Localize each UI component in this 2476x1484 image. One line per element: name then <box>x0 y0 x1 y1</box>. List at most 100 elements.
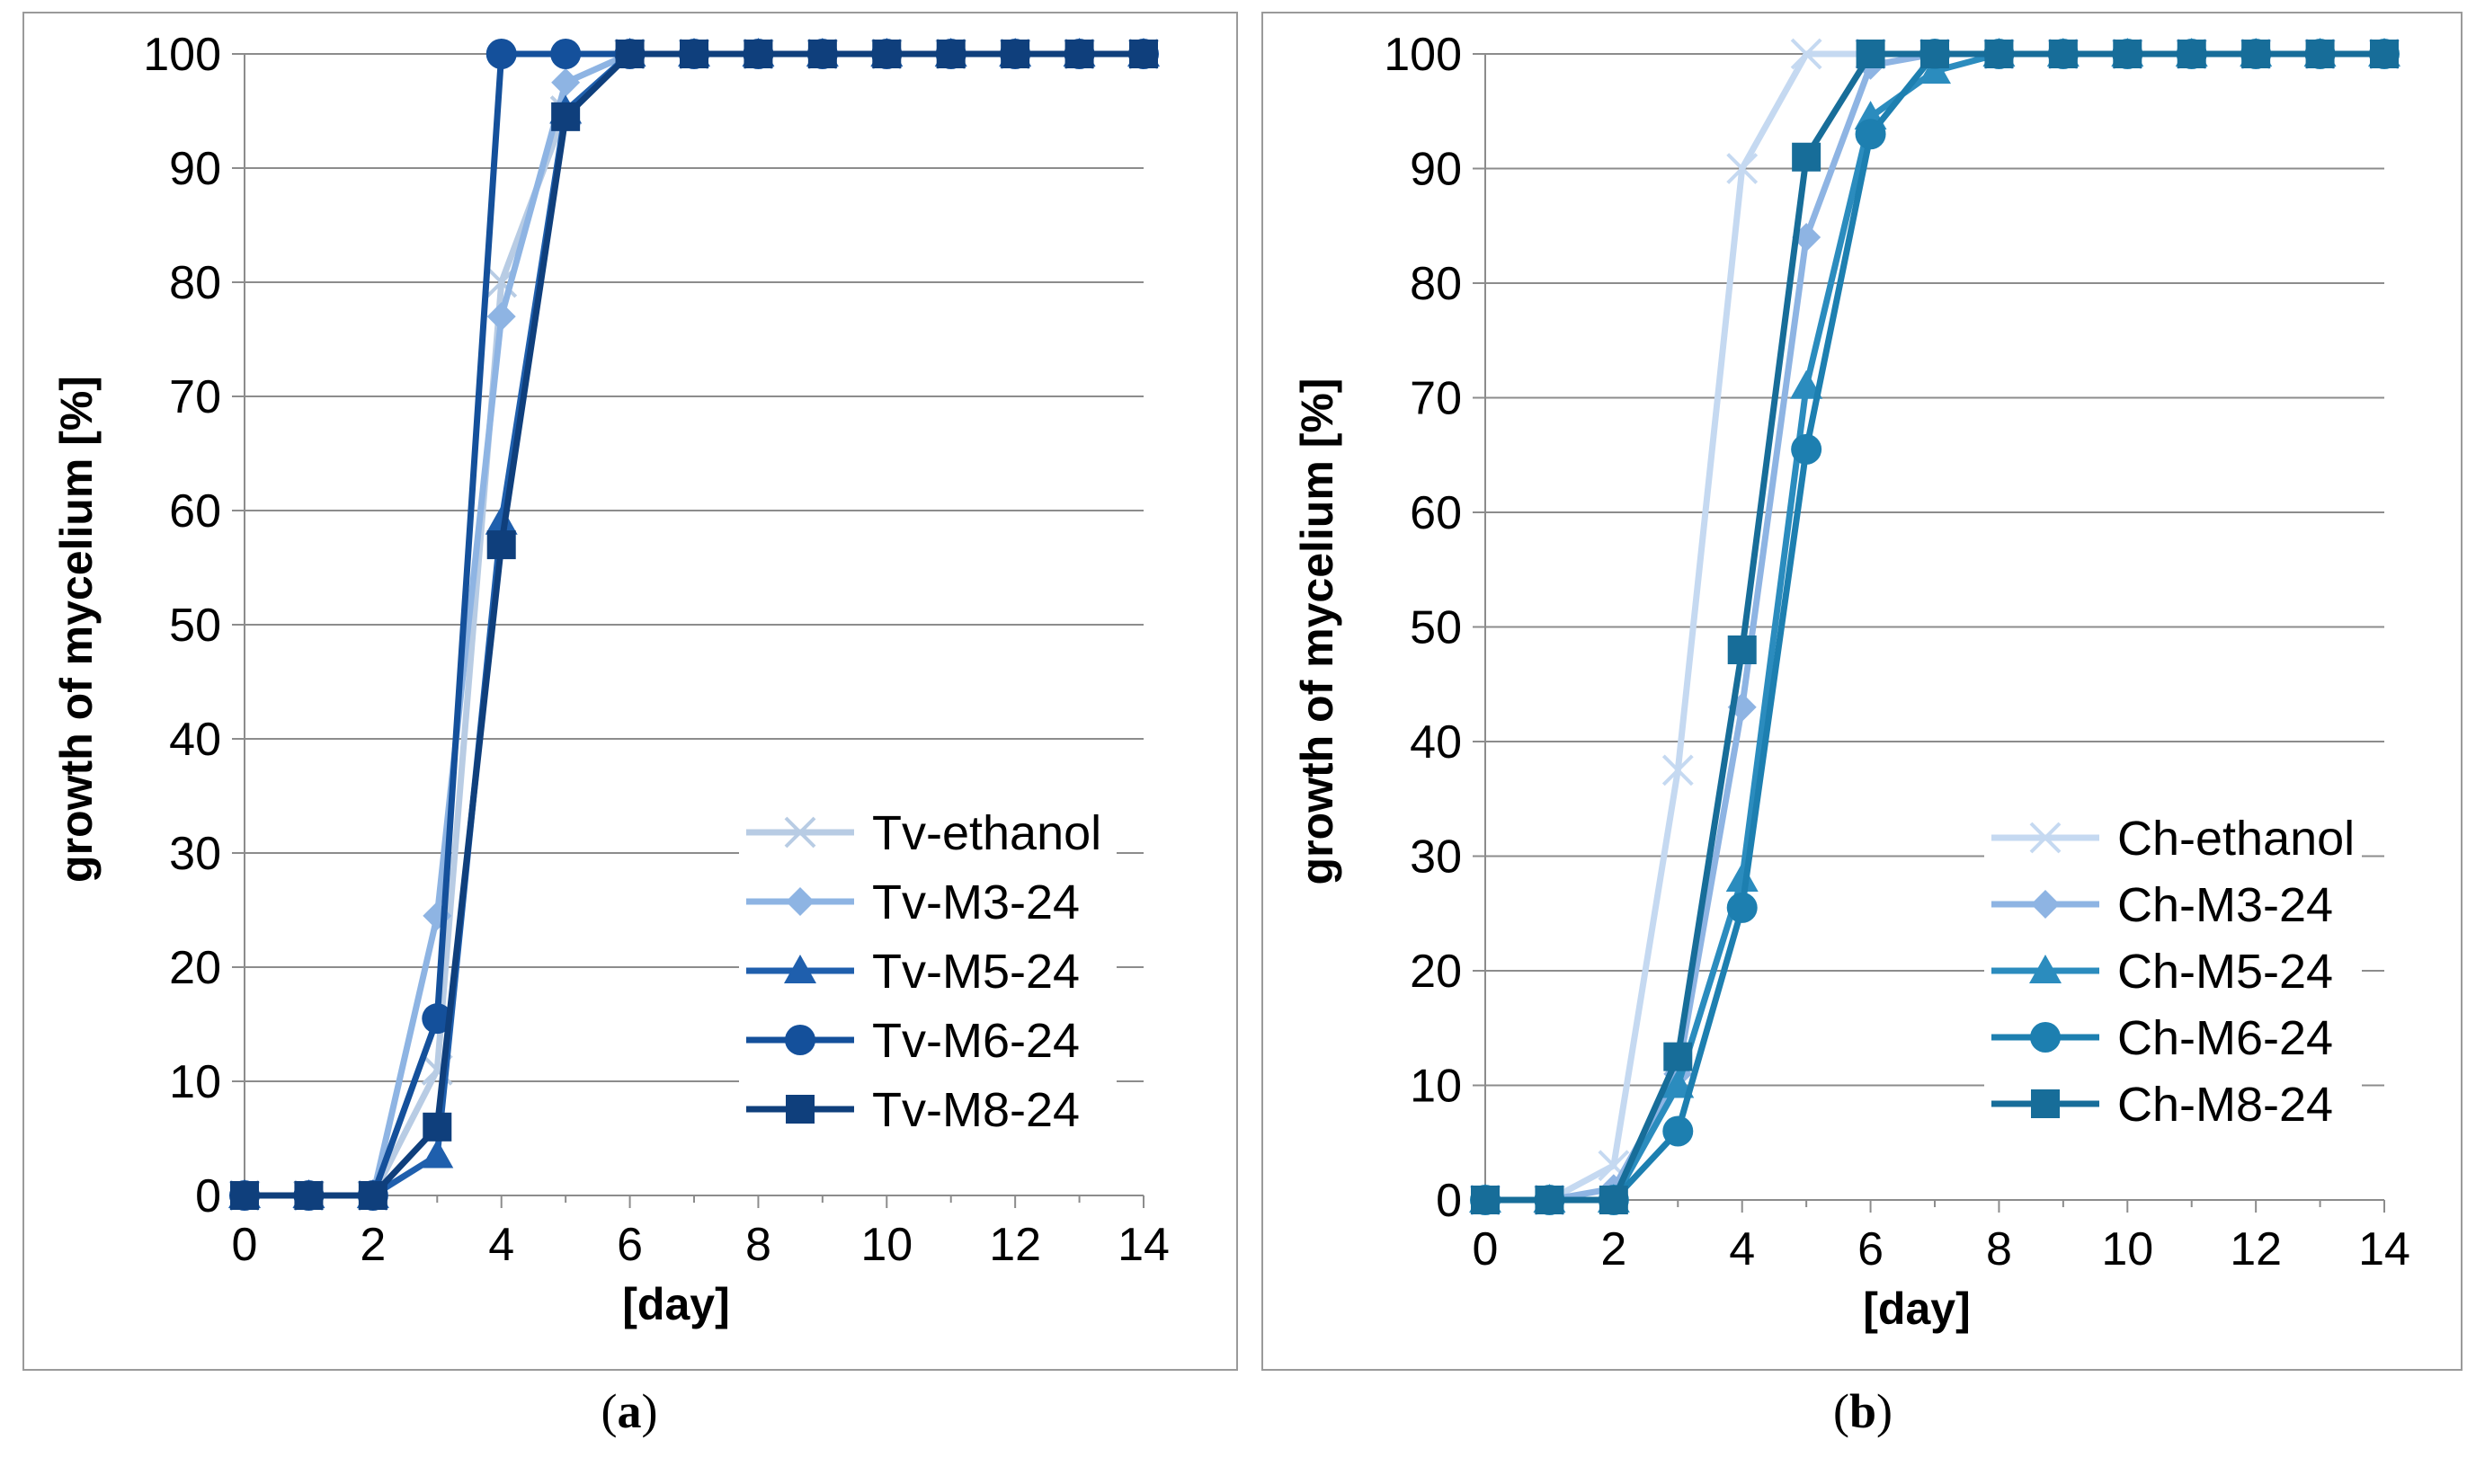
legend-marker <box>2029 822 2062 854</box>
data-point <box>1471 1186 1500 1214</box>
legend-marker <box>2031 890 2060 919</box>
y-tick-label: 90 <box>169 143 221 195</box>
y-tick-label: 30 <box>1410 831 1462 884</box>
y-axis-title: growth of mycelium [%] <box>1292 378 1342 885</box>
legend-marker <box>785 1025 815 1055</box>
y-tick-label: 0 <box>1436 1175 1462 1227</box>
legend-label: Ch-ethanol <box>2117 812 2355 866</box>
data-point <box>1726 892 1758 923</box>
y-tick-label: 60 <box>169 485 221 538</box>
data-point <box>744 40 773 68</box>
data-point <box>230 1181 259 1210</box>
data-point <box>2177 40 2206 68</box>
data-point <box>1791 433 1822 465</box>
x-tick-label: 12 <box>2230 1223 2282 1275</box>
legend-label: Tv-ethanol <box>872 806 1101 860</box>
legend-label: Ch-M6-24 <box>2117 1011 2333 1065</box>
caption-b: (b) <box>1833 1384 1893 1438</box>
legend: Ch-ethanol Ch-M3-24 Ch-M5-24 Ch-M6-24 Ch-M8-… <box>1984 805 2362 1134</box>
y-tick-label: 20 <box>1410 946 1462 998</box>
data-point <box>421 1139 454 1169</box>
chart-frame <box>1261 12 2463 1371</box>
data-point <box>551 102 581 131</box>
chart-frame <box>22 12 1238 1371</box>
y-tick-label: 20 <box>169 942 221 994</box>
y-tick-label: 90 <box>1410 144 1462 196</box>
y-tick-label: 60 <box>1410 487 1462 539</box>
legend-marker <box>2031 1089 2060 1118</box>
legend-label: Tv-M6-24 <box>872 1014 1080 1068</box>
y-tick-label: 30 <box>169 828 221 880</box>
y-tick-label: 100 <box>143 29 221 81</box>
data-point <box>1790 38 1822 70</box>
y-tick-label: 80 <box>1410 258 1462 310</box>
x-tick-label: 6 <box>617 1219 643 1271</box>
data-point <box>485 505 518 535</box>
legend-marker <box>2029 955 2062 983</box>
data-point <box>1856 40 1885 68</box>
data-point <box>1726 153 1759 184</box>
data-point <box>615 40 645 68</box>
panel-caption: (b) <box>1833 1384 1893 1438</box>
data-point <box>358 1181 387 1210</box>
panel-a: 0 10 20 30 40 50 60 70 80 90 100 0 2 4 6 8 10 12 14 [day] gr… <box>22 12 1238 1371</box>
legend-label: Ch-M5-24 <box>2117 945 2333 999</box>
legend-label: Tv-M5-24 <box>872 945 1080 999</box>
y-tick-label: 40 <box>1410 716 1462 769</box>
legend-marker <box>786 1095 815 1124</box>
data-point <box>1662 1115 1694 1147</box>
data-point <box>1792 142 1821 172</box>
y-tick-label: 10 <box>1410 1061 1462 1113</box>
legend-label: Tv-M3-24 <box>872 875 1080 929</box>
x-tick-label: 14 <box>1118 1219 1170 1271</box>
legend-label: Ch-M8-24 <box>2117 1078 2333 1132</box>
data-point <box>2241 40 2271 68</box>
data-point <box>1129 40 1158 68</box>
data-point <box>1599 1186 1628 1214</box>
data-point <box>2048 40 2078 68</box>
data-point <box>1064 40 1094 68</box>
x-tick-label: 2 <box>360 1219 386 1271</box>
data-point <box>486 302 516 332</box>
x-tick-label: 8 <box>1986 1223 2012 1275</box>
data-point <box>1663 1042 1693 1071</box>
y-tick-label: 0 <box>195 1170 221 1222</box>
x-tick-label: 14 <box>2358 1223 2410 1275</box>
data-point <box>550 39 582 69</box>
x-tick-label: 12 <box>989 1219 1041 1271</box>
data-point <box>422 1003 453 1035</box>
y-tick-label: 10 <box>169 1056 221 1108</box>
legend-marker <box>784 955 816 983</box>
data-point <box>294 1181 324 1210</box>
x-tick-label: 0 <box>232 1219 258 1271</box>
x-tick-label: 10 <box>2101 1223 2153 1275</box>
series-Tv-M8-24 <box>230 40 1158 1210</box>
data-point <box>1790 369 1823 399</box>
x-axis-title: [day] <box>622 1279 729 1329</box>
y-tick-label: 70 <box>1410 373 1462 425</box>
y-tick-label: 70 <box>169 371 221 423</box>
x-tick-label: 4 <box>1729 1223 1755 1275</box>
data-point <box>1919 55 1951 84</box>
panel-b: 0 10 20 30 40 50 60 70 80 90 100 0 2 4 6 8 10 12 14 [day] gr… <box>1261 12 2463 1371</box>
legend-label: Tv-M8-24 <box>872 1083 1080 1137</box>
data-point <box>485 39 517 69</box>
legend-label: Ch-M3-24 <box>2117 878 2333 932</box>
x-tick-label: 2 <box>1600 1223 1626 1275</box>
data-point <box>807 40 837 68</box>
caption-a: (a) <box>601 1384 658 1438</box>
y-tick-label: 50 <box>169 600 221 652</box>
data-point <box>1920 40 1949 68</box>
y-axis-title: growth of mycelium [%] <box>51 376 102 883</box>
data-point <box>936 40 966 68</box>
data-point <box>1661 1069 1695 1098</box>
x-tick-label: 10 <box>860 1219 913 1271</box>
data-point <box>872 40 902 68</box>
legend-marker <box>786 887 815 916</box>
y-tick-label: 80 <box>169 257 221 309</box>
data-point <box>1661 754 1694 786</box>
x-tick-label: 0 <box>1473 1223 1499 1275</box>
x-tick-label: 4 <box>488 1219 514 1271</box>
series-Ch-M8-24 <box>1471 40 2399 1214</box>
